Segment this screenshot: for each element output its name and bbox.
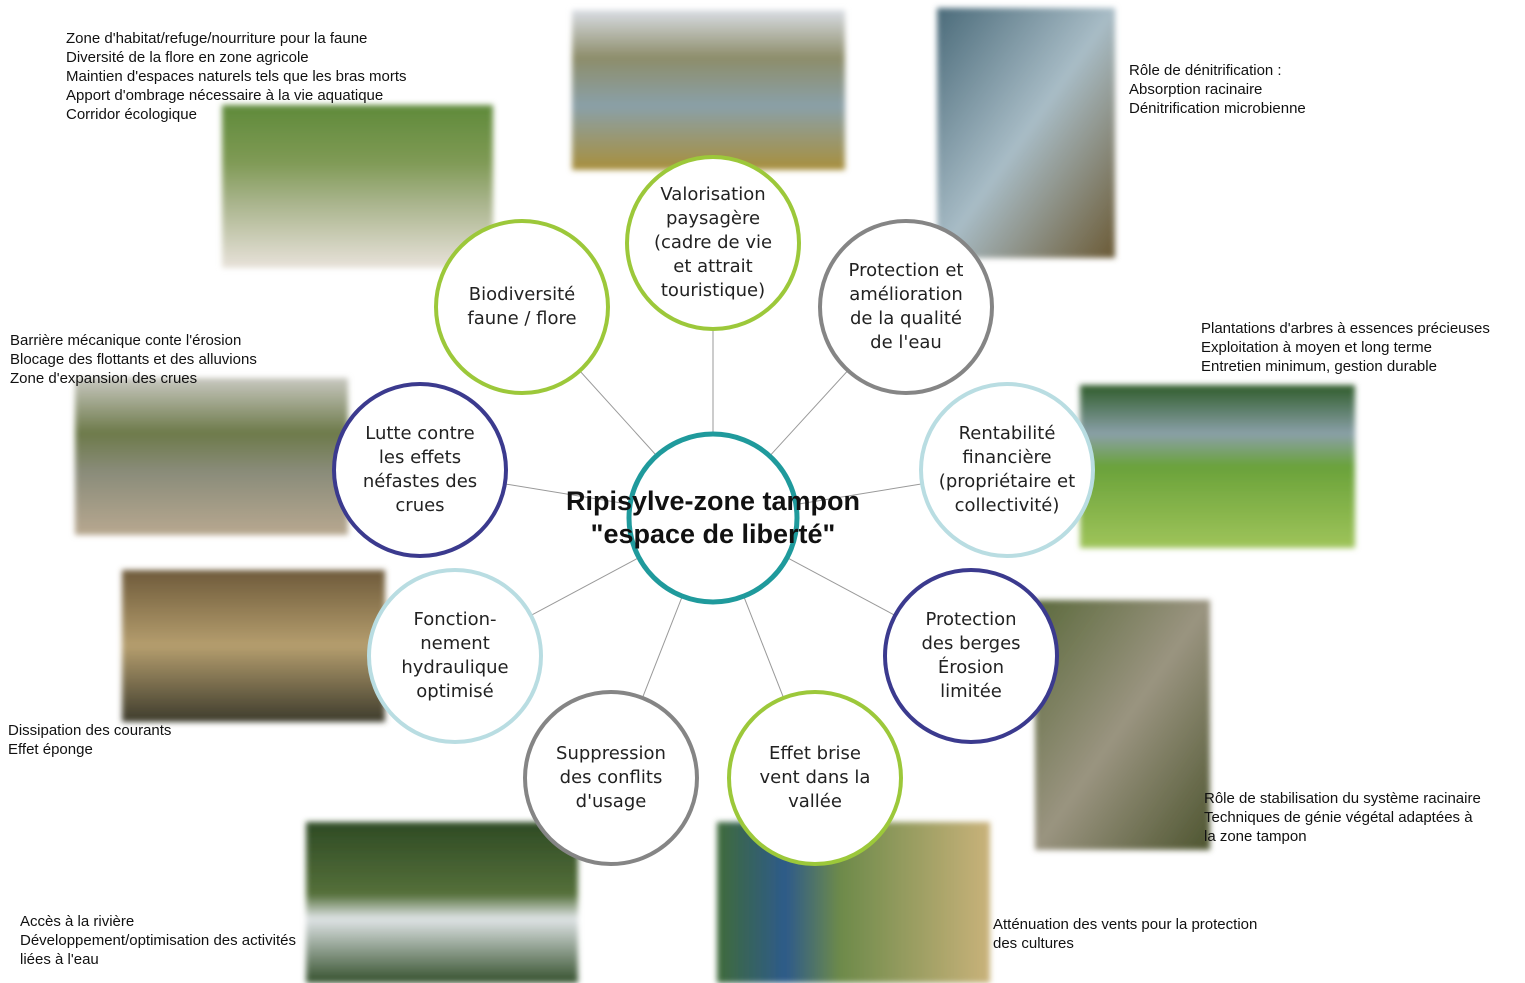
node-label: des berges [921, 633, 1020, 654]
photo-flood [75, 378, 348, 535]
node-label: optimisé [416, 681, 493, 702]
node-circle [334, 384, 506, 556]
page: Biodiversité faune / flore Valorisation pay… [0, 0, 1525, 983]
annotation: Dénitrification microbienne [1129, 100, 1306, 117]
annotation: Barrière mécanique conte l'érosion [10, 332, 241, 349]
photo-canoe [306, 822, 578, 983]
annotation: Absorption racinaire [1129, 81, 1262, 98]
photo-roots [1035, 600, 1210, 850]
node-label: Biodiversité [469, 284, 575, 305]
node-label: Valorisation [660, 184, 765, 205]
node-label: Protection [925, 609, 1016, 630]
diagram: Biodiversité faune / flore Valorisation pay… [0, 0, 1525, 983]
node-label: collectivité) [955, 495, 1060, 516]
annotation: Entretien minimum, gestion durable [1201, 358, 1437, 375]
annotation: Apport d'ombrage nécessaire à la vie aqu… [66, 87, 383, 104]
node-label: (propriétaire et [939, 471, 1075, 492]
annotation: Zone d'expansion des crues [10, 370, 197, 387]
annotation: Rôle de dénitrification : [1129, 62, 1282, 79]
node-label: (cadre de vie [654, 232, 772, 253]
annotation: Atténuation des vents pour la protection [993, 916, 1257, 933]
center-circle [629, 434, 797, 602]
node-circle [820, 221, 992, 393]
photo-heron [222, 105, 493, 268]
annotation: la zone tampon [1204, 828, 1307, 845]
node-label: les effets [379, 447, 461, 468]
node-label: vent dans la [760, 767, 871, 788]
photo-landscape [572, 10, 845, 170]
node-label: d'usage [576, 791, 647, 812]
annotation: liées à l'eau [20, 951, 99, 968]
node-circle [436, 221, 608, 393]
photo-wood [122, 570, 385, 722]
node-label: Suppression [556, 743, 666, 764]
node-label: paysagère [666, 208, 760, 229]
node-label: Protection et [849, 260, 964, 281]
node-label: et attrait [673, 256, 753, 277]
annotation: Techniques de génie végétal adaptées à [1204, 809, 1473, 826]
node-label: de l'eau [870, 332, 942, 353]
node-label: faune / flore [467, 308, 576, 329]
annotation: Accès à la rivière [20, 913, 134, 930]
node-label: hydraulique [401, 657, 508, 678]
annotation: Plantations d'arbres à essences précieus… [1201, 320, 1490, 337]
node-label: crues [395, 495, 444, 516]
node-label: vallée [788, 791, 842, 812]
node-label: Rentabilité [959, 423, 1056, 444]
annotation: Développement/optimisation des activités [20, 932, 296, 949]
node-label: de la qualité [850, 308, 962, 329]
annotation: Exploitation à moyen et long terme [1201, 339, 1432, 356]
node-circle [369, 570, 541, 742]
photo-plantation [1080, 385, 1355, 548]
annotation: Maintien d'espaces naturels tels que les… [66, 68, 407, 85]
node-label: Lutte contre [365, 423, 475, 444]
annotation: Corridor écologique [66, 106, 197, 123]
center-label: "espace de liberté" [591, 519, 836, 549]
annotation: Diversité de la flore en zone agricole [66, 49, 309, 66]
photo-water [937, 8, 1115, 258]
node-label: néfastes des [363, 471, 477, 492]
node-label: amélioration [849, 284, 963, 305]
annotation: Dissipation des courants [8, 722, 171, 739]
node-label: nement [420, 633, 490, 654]
node-label: Fonction- [413, 609, 496, 630]
annotation: Rôle de stabilisation du système racinai… [1204, 790, 1481, 807]
node-label: Érosion [938, 656, 1004, 678]
node-label: limitée [940, 681, 1002, 702]
node-circle [921, 384, 1093, 556]
annotation: des cultures [993, 935, 1074, 952]
node-label: financière [962, 447, 1051, 468]
annotation: Effet éponge [8, 741, 93, 758]
node-label: touristique) [661, 280, 765, 301]
center-label: Ripisylve-zone tampon [566, 486, 860, 516]
node-label: des conflits [560, 767, 663, 788]
annotation: Zone d'habitat/refuge/nourriture pour la… [66, 30, 367, 47]
node-label: Effet brise [769, 743, 861, 764]
node-circle [885, 570, 1057, 742]
annotation: Blocage des flottants et des alluvions [10, 351, 257, 368]
